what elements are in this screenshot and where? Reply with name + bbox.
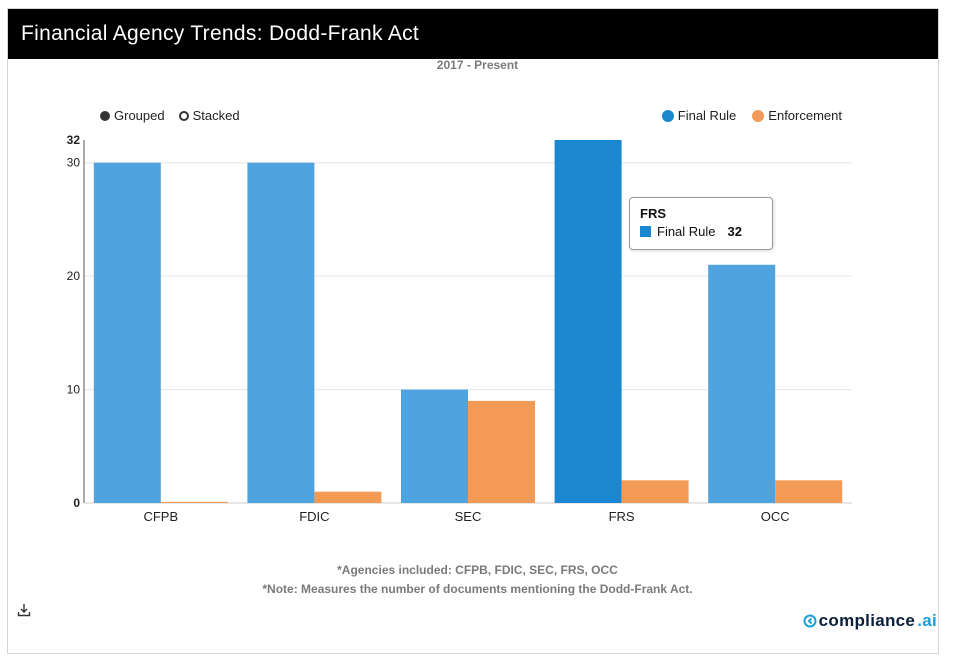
- x-tick-label: CFPB: [143, 509, 178, 524]
- tooltip-title: FRS: [640, 206, 666, 221]
- bar-final-rule-sec: [401, 389, 468, 503]
- grouped-label: Grouped: [114, 108, 165, 123]
- final-rule-dot-icon: [661, 109, 674, 122]
- y-tick-label: 30: [67, 156, 81, 170]
- stacked-radio-icon[interactable]: [178, 110, 189, 121]
- stacked-label: Stacked: [192, 108, 240, 123]
- grouped-toggle[interactable]: Grouped: [100, 108, 165, 123]
- x-tick-label: SEC: [455, 509, 482, 524]
- bar-enforcement-fdic: [314, 491, 382, 503]
- chart-title: Financial Agency Trends: Dodd-Frank Act: [8, 9, 938, 59]
- bar-final-rule-occ: [708, 264, 776, 503]
- tooltip-value: 32: [727, 224, 742, 239]
- brand-logo: compliance .ai: [803, 611, 937, 631]
- legend-label-enforcement: Enforcement: [768, 108, 842, 123]
- x-tick-label: FRS: [609, 509, 635, 524]
- x-tick-label: FDIC: [299, 509, 329, 524]
- grouped-radio-icon[interactable]: [100, 110, 110, 121]
- brand-chevron-icon: [803, 614, 817, 628]
- download-icon[interactable]: [17, 603, 31, 617]
- tooltip-swatch-icon: [640, 226, 651, 237]
- chart-notes: *Agencies included: CFPB, FDIC, SEC, FRS…: [0, 561, 955, 599]
- legend-item-final-rule[interactable]: Final Rule: [661, 108, 737, 123]
- tooltip-series: Final Rule: [657, 224, 716, 239]
- bar-enforcement-occ: [775, 480, 843, 503]
- y-max-label: 32: [67, 133, 81, 147]
- bar-final-rule-frs: [554, 140, 622, 503]
- bar-chart: 0 10 20 30 32 CFPB FDIC SEC FRS OCC: [67, 133, 852, 524]
- brand-suffix: .ai: [917, 611, 937, 630]
- tooltip: FRS Final Rule 32: [629, 197, 773, 250]
- enforcement-dot-icon: [752, 109, 765, 122]
- chart-card: Financial Agency Trends: Dodd-Frank Act: [7, 8, 939, 654]
- view-toggle: Grouped Stacked: [100, 108, 240, 123]
- note-agencies: *Agencies included: CFPB, FDIC, SEC, FRS…: [337, 563, 618, 577]
- tooltip-row: Final Rule 32: [640, 224, 762, 239]
- chart-subtitle: 2017 - Present: [436, 58, 519, 72]
- legend: Final Rule Enforcement: [661, 108, 842, 123]
- bar-enforcement-cfpb: [160, 501, 228, 503]
- legend-label-final-rule: Final Rule: [677, 108, 737, 123]
- y-tick-label: 20: [67, 269, 81, 283]
- bar-enforcement-frs: [621, 480, 689, 503]
- note-measure: *Note: Measures the number of documents …: [262, 582, 693, 596]
- y-tick-label: 0: [73, 496, 80, 510]
- brand-name: compliance: [818, 611, 916, 630]
- bar-enforcement-sec: [468, 400, 535, 503]
- y-tick-label: 10: [67, 383, 81, 397]
- stacked-toggle[interactable]: Stacked: [178, 108, 240, 123]
- bar-final-rule-fdic: [247, 162, 315, 503]
- bar-final-rule-cfpb: [93, 162, 161, 503]
- x-tick-label: OCC: [761, 509, 790, 524]
- legend-item-enforcement[interactable]: Enforcement: [752, 108, 842, 123]
